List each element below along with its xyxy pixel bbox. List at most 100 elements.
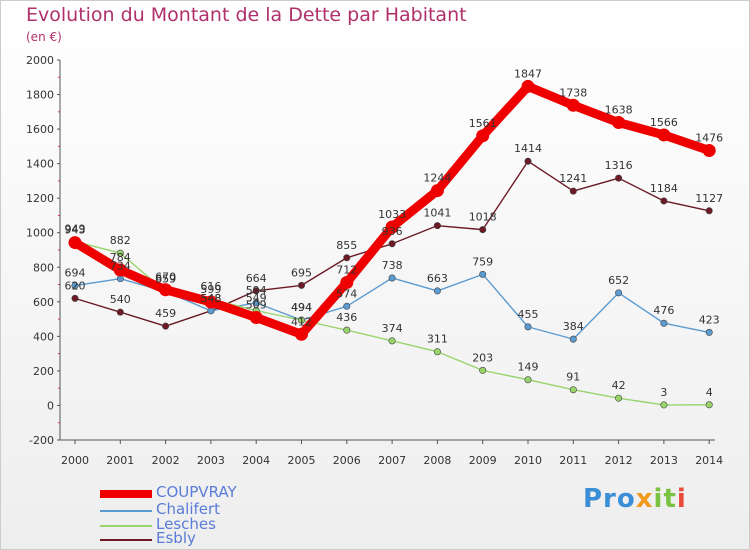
chart-title: Evolution du Montant de la Dette par Hab… <box>26 4 467 26</box>
data-label-esbly: 459 <box>155 307 176 320</box>
chart-unit: (en €) <box>26 30 62 44</box>
data-label-lesches: 311 <box>427 333 448 346</box>
data-label-coupvray: 599 <box>200 283 221 296</box>
data-point-lesches <box>615 394 623 402</box>
legend-item-esbly: Esbly <box>100 529 400 548</box>
data-label-chalifert: 663 <box>427 272 448 285</box>
data-label-chalifert: 652 <box>608 274 629 287</box>
data-point-coupvray <box>113 263 127 277</box>
data-label-lesches: 91 <box>566 371 580 384</box>
legend-label-chalifert: Chalifert <box>156 500 221 518</box>
y-tick-label: 1200 <box>26 192 54 205</box>
data-label-esbly: 1041 <box>423 207 451 220</box>
data-label-lesches: 42 <box>612 379 626 392</box>
x-tick-label: 2002 <box>152 454 180 467</box>
legend-item-lesches: Lesches <box>100 515 400 534</box>
data-label-chalifert: 455 <box>518 308 539 321</box>
data-point-coupvray <box>68 236 82 250</box>
data-label-coupvray: 943 <box>65 224 86 237</box>
legend-item-chalifert: Chalifert <box>100 500 400 519</box>
data-label-lesches: 203 <box>472 351 493 364</box>
data-point-coupvray <box>385 220 399 234</box>
data-point-chalifert <box>71 282 79 290</box>
proxiti-logo: Proxiti <box>583 484 687 514</box>
data-labels: 620 540 459 548 664 695 855 936 1041 1018 1414 1241… <box>65 67 724 399</box>
data-point-lesches <box>116 249 124 257</box>
data-label-lesches: 374 <box>382 322 403 335</box>
data-label-coupvray: 509 <box>246 299 267 312</box>
data-label-chalifert: 738 <box>382 259 403 272</box>
data-label-esbly: 1184 <box>650 182 678 195</box>
x-tick-label: 2014 <box>695 454 723 467</box>
data-label-coupvray: 1638 <box>605 104 633 117</box>
data-label-coupvray: 1476 <box>695 132 723 145</box>
legend-swatch-lesches <box>100 525 152 527</box>
data-label-esbly: 664 <box>246 272 267 285</box>
y-tick-label: 1600 <box>26 123 54 136</box>
data-point-lesches <box>660 401 668 409</box>
data-label-chalifert: 494 <box>291 301 312 314</box>
data-point-esbly <box>615 174 623 182</box>
data-label-esbly: 548 <box>200 292 221 305</box>
data-label-lesches: 616 <box>200 280 221 293</box>
y-tick-label: 800 <box>33 261 54 274</box>
data-label-coupvray: 670 <box>155 271 176 284</box>
data-point-esbly <box>479 226 487 234</box>
data-point-esbly <box>524 157 532 165</box>
data-point-esbly <box>162 322 170 330</box>
x-tick-label: 2004 <box>242 454 270 467</box>
y-tick-label: 1800 <box>26 89 54 102</box>
data-point-coupvray <box>204 295 218 309</box>
data-point-chalifert <box>388 274 396 282</box>
data-label-coupvray: 712 <box>336 263 357 276</box>
data-label-chalifert: 659 <box>155 273 176 286</box>
data-label-esbly: 1018 <box>469 211 497 224</box>
data-point-chalifert <box>660 319 668 327</box>
data-label-esbly: 855 <box>336 239 357 252</box>
data-label-chalifert: 574 <box>336 287 357 300</box>
x-tick-label: 2013 <box>650 454 678 467</box>
data-label-coupvray: 1033 <box>378 208 406 221</box>
data-point-coupvray <box>612 116 626 130</box>
data-point-chalifert <box>569 335 577 343</box>
data-label-coupvray: 1561 <box>469 117 497 130</box>
data-label-chalifert: 694 <box>65 267 86 280</box>
data-point-coupvray <box>702 144 716 158</box>
data-point-esbly <box>388 240 396 248</box>
data-label-chalifert: 734 <box>110 260 131 273</box>
data-label-lesches: 549 <box>246 292 267 305</box>
data-point-chalifert <box>615 289 623 297</box>
data-point-lesches <box>569 386 577 394</box>
data-point-chalifert <box>433 287 441 295</box>
x-tick-label: 2009 <box>469 454 497 467</box>
data-point-chalifert <box>479 270 487 278</box>
data-label-chalifert: 476 <box>653 304 674 317</box>
data-label-chalifert: 423 <box>699 313 720 326</box>
data-label-esbly: 695 <box>291 266 312 279</box>
y-tick-label: 400 <box>33 330 54 343</box>
data-label-coupvray: 1566 <box>650 116 678 129</box>
data-point-coupvray <box>476 129 490 143</box>
axes: -200 0 200 400 600 800 1000 1200 1400 1600 1800 200… <box>26 54 723 467</box>
legend-label-coupvray: COUPVRAY <box>156 483 237 501</box>
data-label-esbly: 936 <box>382 225 403 238</box>
y-tick-label: 1000 <box>26 227 54 240</box>
data-point-esbly <box>116 308 124 316</box>
data-point-lesches <box>479 366 487 374</box>
data-label-chalifert: 759 <box>472 255 493 268</box>
data-point-chalifert <box>705 328 713 336</box>
y-tick-label: -200 <box>29 434 54 447</box>
y-tick-label: 600 <box>33 296 54 309</box>
data-point-esbly <box>297 281 305 289</box>
data-point-coupvray <box>295 327 308 341</box>
data-point-chalifert <box>207 307 215 315</box>
data-label-esbly: 1316 <box>605 159 633 172</box>
data-label-lesches: 949 <box>65 223 86 236</box>
data-label-chalifert: 548 <box>200 292 221 305</box>
data-point-esbly <box>705 207 713 215</box>
data-label-lesches: 3 <box>660 386 667 399</box>
data-point-lesches <box>705 401 713 409</box>
data-point-esbly <box>252 287 260 295</box>
data-label-chalifert: 594 <box>246 284 267 297</box>
